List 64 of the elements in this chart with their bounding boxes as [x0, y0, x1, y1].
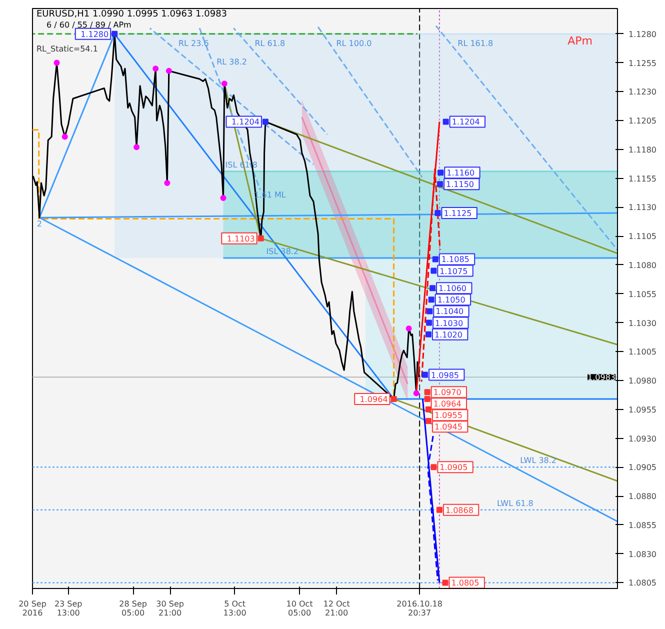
- annotation: LWL 61.8: [496, 498, 534, 508]
- x-tick-label: 2016.10.18 20:37: [396, 600, 442, 618]
- x-tick-label: 23 Sep 13:00: [54, 600, 82, 618]
- annotation: APm: [568, 34, 592, 48]
- y-tick-label: 1.1080: [628, 260, 656, 270]
- data-label: 1.0970: [433, 388, 462, 398]
- y-tick-label: 1.0805: [628, 578, 656, 588]
- annotation: RL 161.8: [458, 39, 494, 48]
- y-tick-label: 1.1105: [628, 232, 656, 242]
- data-label: 1.0964: [360, 395, 388, 404]
- x-tick-label: 28 Sep 05:00: [119, 600, 147, 618]
- annotation: RL 61.8: [254, 39, 286, 48]
- x-tick-label: 5 Oct 13:00: [223, 600, 246, 618]
- data-label: 1.1103: [226, 234, 255, 244]
- annotation: 2: [36, 220, 42, 229]
- data-label: 1.0985: [431, 370, 460, 380]
- x-tick-label: 10 Oct 05:00: [286, 600, 313, 618]
- y-tick-label: 1.1280: [628, 30, 656, 39]
- y-tick-label: 1.1205: [628, 116, 656, 126]
- data-label: 1.1020: [434, 330, 462, 340]
- data-label: 1.1075: [440, 266, 468, 276]
- data-label: 1.1030: [435, 318, 464, 328]
- data-label: 1.1150: [446, 180, 474, 190]
- data-label: 1.1204: [231, 118, 260, 127]
- y-tick-label: 1.0830: [628, 550, 656, 559]
- y-tick-label: 1.0980: [628, 376, 656, 386]
- data-label: 1.1125: [444, 209, 472, 218]
- y-tick-label: 1.1030: [628, 318, 656, 328]
- y-tick-label: 1.0855: [628, 520, 656, 530]
- data-label: 1.0955: [434, 411, 462, 420]
- y-tick-label: 1.0955: [628, 405, 656, 414]
- chart-title: EURUSD,H1 1.0990 1.0995 1.0963 1.0983: [36, 10, 228, 20]
- y-tick-label: 1.1230: [628, 88, 656, 97]
- x-tick-label: 20 Sep 2016: [18, 600, 46, 618]
- y-tick-label: 1.1180: [628, 145, 656, 154]
- annotation: RL_Static=54.1: [36, 44, 98, 54]
- annotation: RL 38.2: [216, 58, 247, 67]
- text: 6 / 60 / 55 / 89 / APm: [46, 20, 132, 30]
- y-tick-label: 1.1130: [628, 203, 656, 212]
- data-label: 1.0868: [445, 506, 474, 515]
- data-label: 1.1060: [438, 284, 467, 294]
- y-tick-label: 1.0880: [628, 492, 656, 502]
- y-tick-label: 1.1055: [628, 290, 656, 299]
- data-label: 1.1280: [80, 30, 109, 39]
- data-label: 1.0905: [440, 463, 468, 472]
- data-label: 1.1050: [437, 296, 466, 305]
- y-tick-label: 1.0905: [628, 463, 656, 472]
- data-label: 1.1085: [441, 255, 470, 264]
- data-label: 1.0964: [433, 400, 462, 409]
- y-tick-label: 1.1255: [628, 58, 656, 68]
- data-label: 1.0805: [451, 578, 480, 588]
- annotation: LWL 38.2: [520, 456, 557, 466]
- y-tick-label: 1.0930: [628, 434, 656, 444]
- y-tick-label: 1.1005: [628, 348, 656, 357]
- y-tick-label: 1.1155: [628, 174, 656, 184]
- data-label: 1.1040: [436, 307, 464, 316]
- ref-line-label: 1.0983: [588, 373, 616, 382]
- data-label: 1.1160: [446, 168, 475, 178]
- x-tick-label: 30 Sep 21:00: [156, 600, 184, 618]
- annotation: RL 23.6: [178, 39, 209, 48]
- annotation: RL 100.0: [336, 39, 372, 48]
- data-label: 1.0945: [434, 422, 462, 432]
- data-label: 1.1204: [452, 118, 480, 127]
- x-tick-label: 12 Oct 21:00: [323, 600, 350, 618]
